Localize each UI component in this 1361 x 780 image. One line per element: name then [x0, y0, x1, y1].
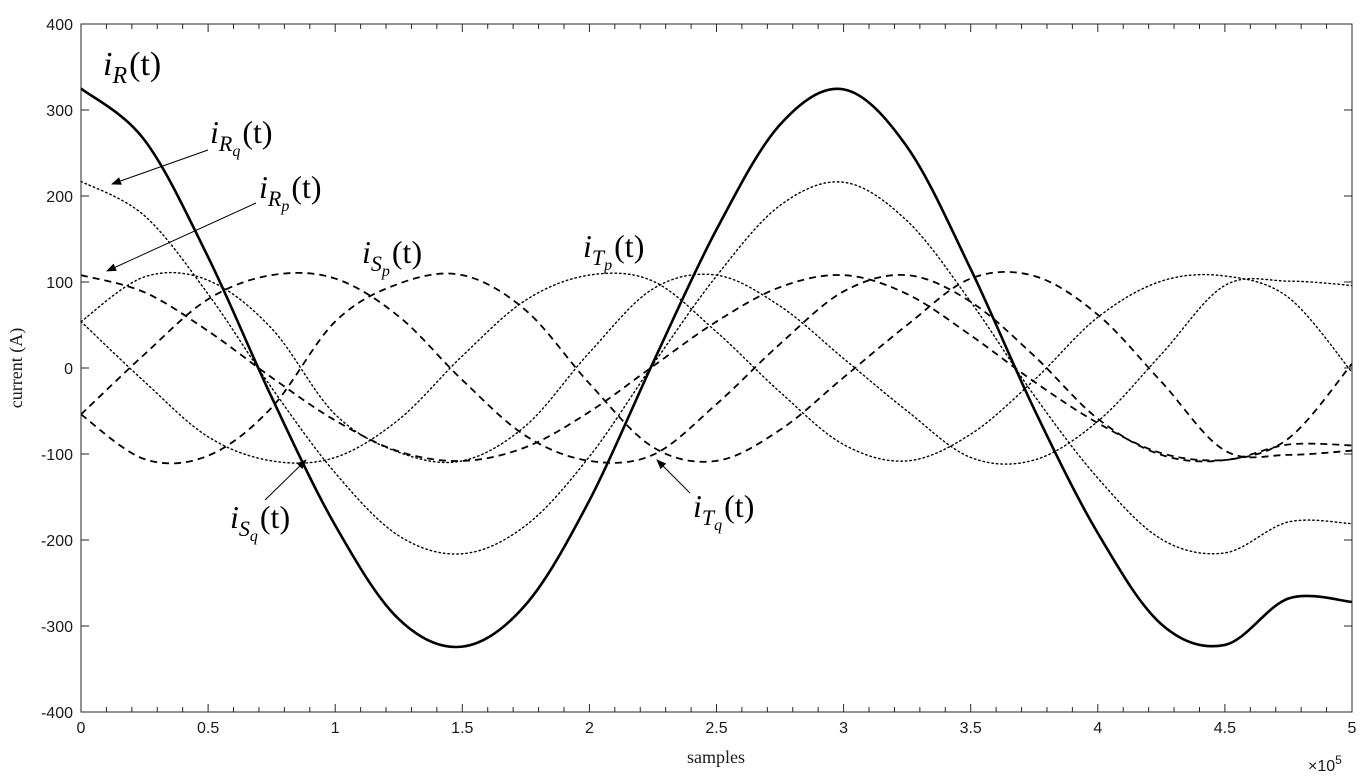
annotation-label-iTq: iTq(t)	[693, 488, 754, 534]
annotation-arrow-iSq	[264, 459, 307, 501]
series-line-iSq	[80, 271, 1353, 465]
y-tick-label: 200	[46, 189, 73, 206]
y-tick-label: 400	[46, 17, 73, 34]
y-tick-label: -100	[41, 447, 73, 464]
series-line-iRp	[80, 274, 1353, 462]
annotation-layer: iR(t) iRq(t) iRp(t) iSp(t) iTp(t) iSq(t) iTq(t…	[103, 46, 754, 545]
x-tick-label: 4	[1093, 720, 1102, 737]
y-tick-label: -300	[41, 619, 73, 636]
annotation-label-iSq: iSq(t)	[230, 499, 290, 545]
x-exponent-label: ×105	[1308, 753, 1342, 775]
y-tick-label: 100	[46, 275, 73, 292]
annotation-label-iTp: iTp(t)	[583, 228, 644, 274]
annotation-label-iSp: iSp(t)	[362, 234, 422, 280]
x-tick-label: 0	[77, 720, 86, 737]
series-line-iTp	[80, 270, 1353, 465]
x-tick-label: 1.5	[451, 720, 473, 737]
x-tick-label: 5	[1348, 720, 1357, 737]
annotation-arrow-iTq	[656, 459, 691, 494]
x-tick-label: 3	[839, 720, 848, 737]
annotation-label-iRq: iRq(t)	[210, 114, 273, 160]
series-line-iSp	[80, 271, 1353, 464]
annotation-arrow-iRq	[111, 149, 209, 185]
y-axis-label: current (A)	[6, 328, 27, 408]
series-line-iRq	[80, 180, 1353, 555]
y-tick-label: 0	[64, 361, 73, 378]
series-line-iR	[80, 87, 1353, 649]
y-tick-label: -200	[41, 533, 73, 550]
series-line-iTq	[80, 272, 1353, 464]
y-tick-label: -400	[41, 705, 73, 722]
x-tick-label: 2.5	[705, 720, 727, 737]
x-tick-label: 2	[585, 720, 594, 737]
annotation-label-iR: iR(t)	[103, 46, 161, 89]
series-layer	[80, 87, 1353, 649]
x-axis-label: samples	[687, 747, 745, 767]
annotation-arrow-iRp	[106, 202, 257, 272]
ticks-layer: 0 0.5 1 1.5 2 2.5 3 3.5 4 4.5 5 400 300 200 100 0 -100 -2…	[41, 17, 1357, 737]
x-tick-label: 1	[331, 720, 340, 737]
x-tick-label: 0.5	[197, 720, 219, 737]
x-tick-label: 3.5	[960, 720, 982, 737]
y-tick-label: 300	[46, 103, 73, 120]
x-tick-label: 4.5	[1214, 720, 1236, 737]
annotation-label-iRp: iRp(t)	[259, 169, 322, 215]
